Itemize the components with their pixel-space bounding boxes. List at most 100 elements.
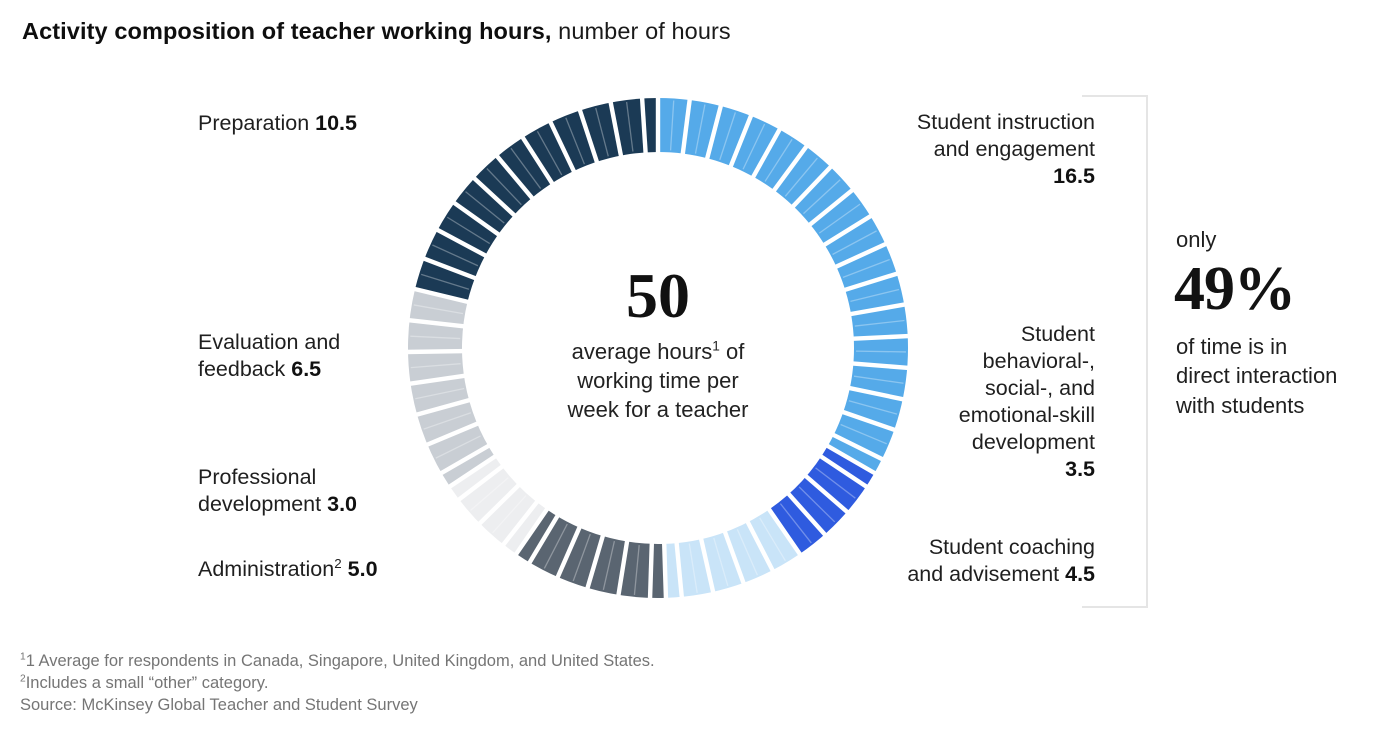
donut-separator — [842, 258, 890, 278]
donut-separator — [803, 179, 841, 215]
donut-separator — [839, 409, 898, 433]
label-student-instruction: Student instruction and engagement 16.5 — [916, 110, 1095, 188]
donut-separator — [854, 319, 905, 327]
donut-separator — [572, 533, 591, 582]
donut-separator — [817, 453, 870, 490]
donut-separator — [465, 191, 505, 224]
donut-separator — [455, 463, 506, 503]
center-label-line2: working time per — [577, 368, 739, 394]
donut-separator — [824, 442, 879, 477]
donut-separator — [688, 543, 698, 593]
donut-separator — [411, 286, 471, 305]
donut-separator — [698, 535, 716, 596]
donut-separator — [832, 230, 877, 256]
donut-separator — [680, 96, 693, 157]
value-administration: 5.0 — [347, 557, 378, 581]
donut-separator — [721, 528, 747, 587]
donut-chart — [398, 88, 918, 608]
donut-separator — [850, 361, 911, 371]
donut-segment — [658, 98, 909, 473]
donut-separator — [764, 139, 793, 182]
center-label: average hours1 of working time per week … — [508, 337, 808, 424]
donut-separator — [719, 112, 736, 161]
donut-separator — [840, 423, 887, 445]
donut-separator — [543, 523, 568, 569]
donut-chart-svg — [404, 95, 911, 601]
donut-separator — [565, 117, 586, 165]
donut-separator — [802, 472, 851, 516]
donut-separator — [526, 512, 561, 567]
center-label-line3: week for a teacher — [567, 397, 749, 423]
value-professional: 3.0 — [327, 492, 357, 516]
donut-separator — [615, 538, 630, 599]
donut-separator — [850, 288, 900, 302]
donut-separator — [727, 112, 755, 170]
donut-separator — [661, 540, 669, 601]
value-evaluation: 6.5 — [291, 357, 322, 381]
donut-separator — [744, 518, 776, 574]
donut-separator — [493, 152, 536, 202]
label-preparation: Preparation 10.5 — [198, 111, 357, 135]
donut-separator — [432, 244, 479, 267]
footnote-marker-1: 1 — [712, 338, 720, 354]
donut-separator — [607, 99, 624, 159]
donut-separator — [798, 486, 836, 523]
source-line: Source: McKinsey Global Teacher and Stud… — [20, 696, 418, 714]
donut-separator — [407, 373, 468, 387]
donut-separator — [536, 130, 563, 176]
donut-separator — [785, 490, 829, 539]
donut-separator — [437, 442, 492, 477]
donut-separator — [850, 333, 911, 342]
donut-separator — [633, 545, 640, 595]
donut-separator — [413, 397, 473, 418]
annotation-pre: only — [1176, 227, 1217, 252]
donut-separator — [625, 101, 634, 152]
donut-separator — [853, 375, 904, 384]
donut-separator — [420, 255, 479, 282]
donut-separator — [415, 387, 465, 400]
donut-separator — [749, 125, 783, 181]
footnote-marker-2: 2 — [334, 555, 342, 571]
label-evaluation-feedback: Evaluation and feedback 6.5 — [198, 330, 341, 381]
donut-separator — [420, 273, 470, 290]
donut-separator — [674, 539, 685, 601]
donut-separator — [410, 335, 461, 340]
annotation-49-percent: only 49% of time is in direct interactio… — [1174, 227, 1386, 420]
value-instruction: 16.5 — [1053, 164, 1095, 188]
donut-separator — [446, 453, 499, 490]
donut-separator — [433, 226, 489, 259]
donut-segment — [408, 289, 495, 487]
donut-separator — [820, 212, 875, 249]
donut-separator — [829, 431, 886, 463]
donut-separator — [815, 467, 856, 499]
donut-separator — [694, 104, 706, 154]
donut-separator — [406, 317, 467, 329]
donut-separator — [789, 163, 835, 210]
donut-separator — [736, 529, 759, 576]
donut-separator — [486, 168, 522, 206]
donut-separator — [435, 435, 481, 459]
donut-separator — [512, 505, 551, 558]
donut-separator — [423, 420, 481, 448]
title-subtitle: number of hours — [558, 18, 731, 44]
donut-separator — [413, 304, 464, 315]
donut-separator — [547, 118, 578, 175]
donut-separator — [779, 503, 812, 544]
donut-separator — [410, 363, 461, 369]
donut-separator — [470, 174, 518, 219]
annotation-value: 49% — [1174, 255, 1296, 323]
label-student-coaching: Student coaching and advisement 4.5 — [907, 535, 1095, 586]
donut-separator — [784, 157, 818, 197]
value-behavioral: 3.5 — [1065, 457, 1095, 481]
donut-separator — [499, 498, 541, 549]
donut-separator — [759, 517, 786, 562]
donut-separator — [404, 348, 466, 355]
donut-center-text: 50 average hours1 of working time per we… — [508, 262, 808, 424]
donut-separator — [765, 505, 804, 558]
footnote-1: 11 Average for respondents in Canada, Si… — [20, 651, 655, 670]
donut-separator — [818, 203, 861, 234]
donut-separator — [669, 100, 675, 151]
value-preparation: 10.5 — [315, 111, 357, 135]
donut-separator — [450, 199, 503, 238]
center-label-line1: average hours1 of — [571, 338, 745, 365]
